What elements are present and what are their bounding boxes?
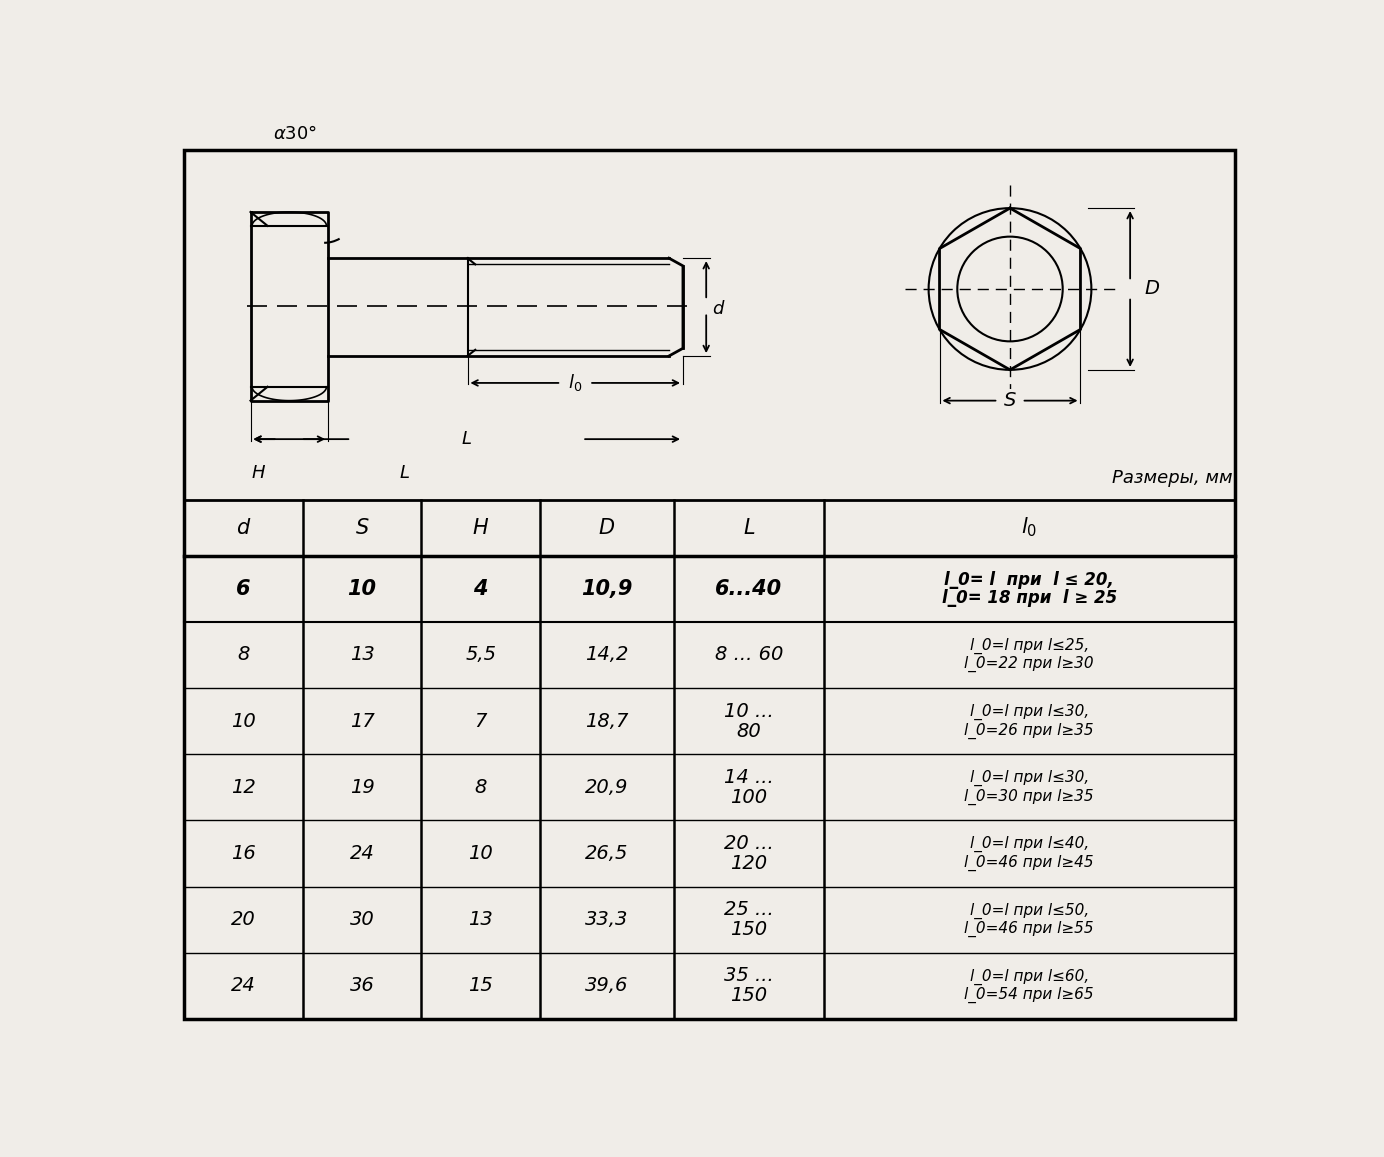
Text: 18,7: 18,7 xyxy=(585,712,628,731)
Text: l_0=l при l≤30,: l_0=l при l≤30, xyxy=(970,769,1089,786)
Text: l_0= l  при  l ≤ 20,: l_0= l при l ≤ 20, xyxy=(944,570,1114,589)
Text: $D$: $D$ xyxy=(1145,280,1160,299)
Text: l_0=46 при l≥55: l_0=46 при l≥55 xyxy=(965,921,1095,937)
Text: 20,9: 20,9 xyxy=(585,778,628,797)
Text: $l_0$: $l_0$ xyxy=(1021,516,1038,539)
Text: l_0= 18 при  l ≥ 25: l_0= 18 при l ≥ 25 xyxy=(941,589,1117,607)
Text: 39,6: 39,6 xyxy=(585,977,628,995)
Text: 24: 24 xyxy=(350,843,374,863)
Text: 20 ...: 20 ... xyxy=(724,834,774,853)
Text: 15: 15 xyxy=(468,977,493,995)
Text: 35 ...: 35 ... xyxy=(724,966,774,986)
Text: $d$: $d$ xyxy=(235,517,251,538)
Text: $l_0$: $l_0$ xyxy=(567,373,583,393)
Text: 19: 19 xyxy=(350,778,374,797)
Text: 7: 7 xyxy=(475,712,487,731)
Text: l_0=26 при l≥35: l_0=26 при l≥35 xyxy=(965,722,1095,738)
Text: 6...40: 6...40 xyxy=(716,578,782,599)
Text: 10: 10 xyxy=(468,843,493,863)
Text: l_0=l при l≤30,: l_0=l при l≤30, xyxy=(970,703,1089,720)
Text: 17: 17 xyxy=(350,712,374,731)
Text: 33,3: 33,3 xyxy=(585,911,628,929)
Text: $D$: $D$ xyxy=(598,517,616,538)
Text: 25 ...: 25 ... xyxy=(724,900,774,920)
Text: l_0=l при l≤25,: l_0=l при l≤25, xyxy=(970,638,1089,654)
Text: $L$: $L$ xyxy=(461,430,472,448)
Text: $H$: $H$ xyxy=(251,464,266,482)
Text: 13: 13 xyxy=(350,646,374,664)
Text: 10: 10 xyxy=(347,578,376,599)
Text: 24: 24 xyxy=(231,977,256,995)
Text: 4: 4 xyxy=(473,578,489,599)
Text: 80: 80 xyxy=(736,722,761,740)
Text: 36: 36 xyxy=(350,977,374,995)
Text: $H$: $H$ xyxy=(472,517,490,538)
Text: 26,5: 26,5 xyxy=(585,843,628,863)
Text: 8: 8 xyxy=(475,778,487,797)
Text: $L$: $L$ xyxy=(743,517,754,538)
Text: 30: 30 xyxy=(350,911,374,929)
Text: 6: 6 xyxy=(237,578,251,599)
Text: 150: 150 xyxy=(731,986,767,1005)
Text: 8: 8 xyxy=(237,646,249,664)
Text: $\alpha$30°: $\alpha$30° xyxy=(273,125,317,142)
Text: 5,5: 5,5 xyxy=(465,646,497,664)
Text: l_0=l при l≤50,: l_0=l при l≤50, xyxy=(970,902,1089,919)
Text: 20: 20 xyxy=(231,911,256,929)
Text: 100: 100 xyxy=(731,788,767,806)
Text: 13: 13 xyxy=(468,911,493,929)
Text: l_0=54 при l≥65: l_0=54 при l≥65 xyxy=(965,987,1095,1003)
Text: l_0=l при l≤60,: l_0=l при l≤60, xyxy=(970,968,1089,985)
Text: l_0=46 при l≥45: l_0=46 при l≥45 xyxy=(965,855,1095,871)
Text: 8 ... 60: 8 ... 60 xyxy=(714,646,783,664)
Text: 10,9: 10,9 xyxy=(581,578,632,599)
Text: 14 ...: 14 ... xyxy=(724,768,774,787)
Text: $S$: $S$ xyxy=(354,517,370,538)
Text: l_0=l при l≤40,: l_0=l при l≤40, xyxy=(970,837,1089,853)
Text: 10: 10 xyxy=(231,712,256,731)
Text: $d$: $d$ xyxy=(713,301,725,318)
Text: $S$: $S$ xyxy=(1003,391,1017,410)
Text: l_0=30 при l≥35: l_0=30 при l≥35 xyxy=(965,789,1095,805)
Text: $L$: $L$ xyxy=(399,464,410,482)
Text: Размеры, мм: Размеры, мм xyxy=(1113,469,1233,487)
Text: 14,2: 14,2 xyxy=(585,646,628,664)
Text: 150: 150 xyxy=(731,920,767,939)
Text: 120: 120 xyxy=(731,854,767,872)
Text: 10 ...: 10 ... xyxy=(724,702,774,721)
Text: 16: 16 xyxy=(231,843,256,863)
Text: l_0=22 при l≥30: l_0=22 при l≥30 xyxy=(965,656,1095,672)
Text: 12: 12 xyxy=(231,778,256,797)
